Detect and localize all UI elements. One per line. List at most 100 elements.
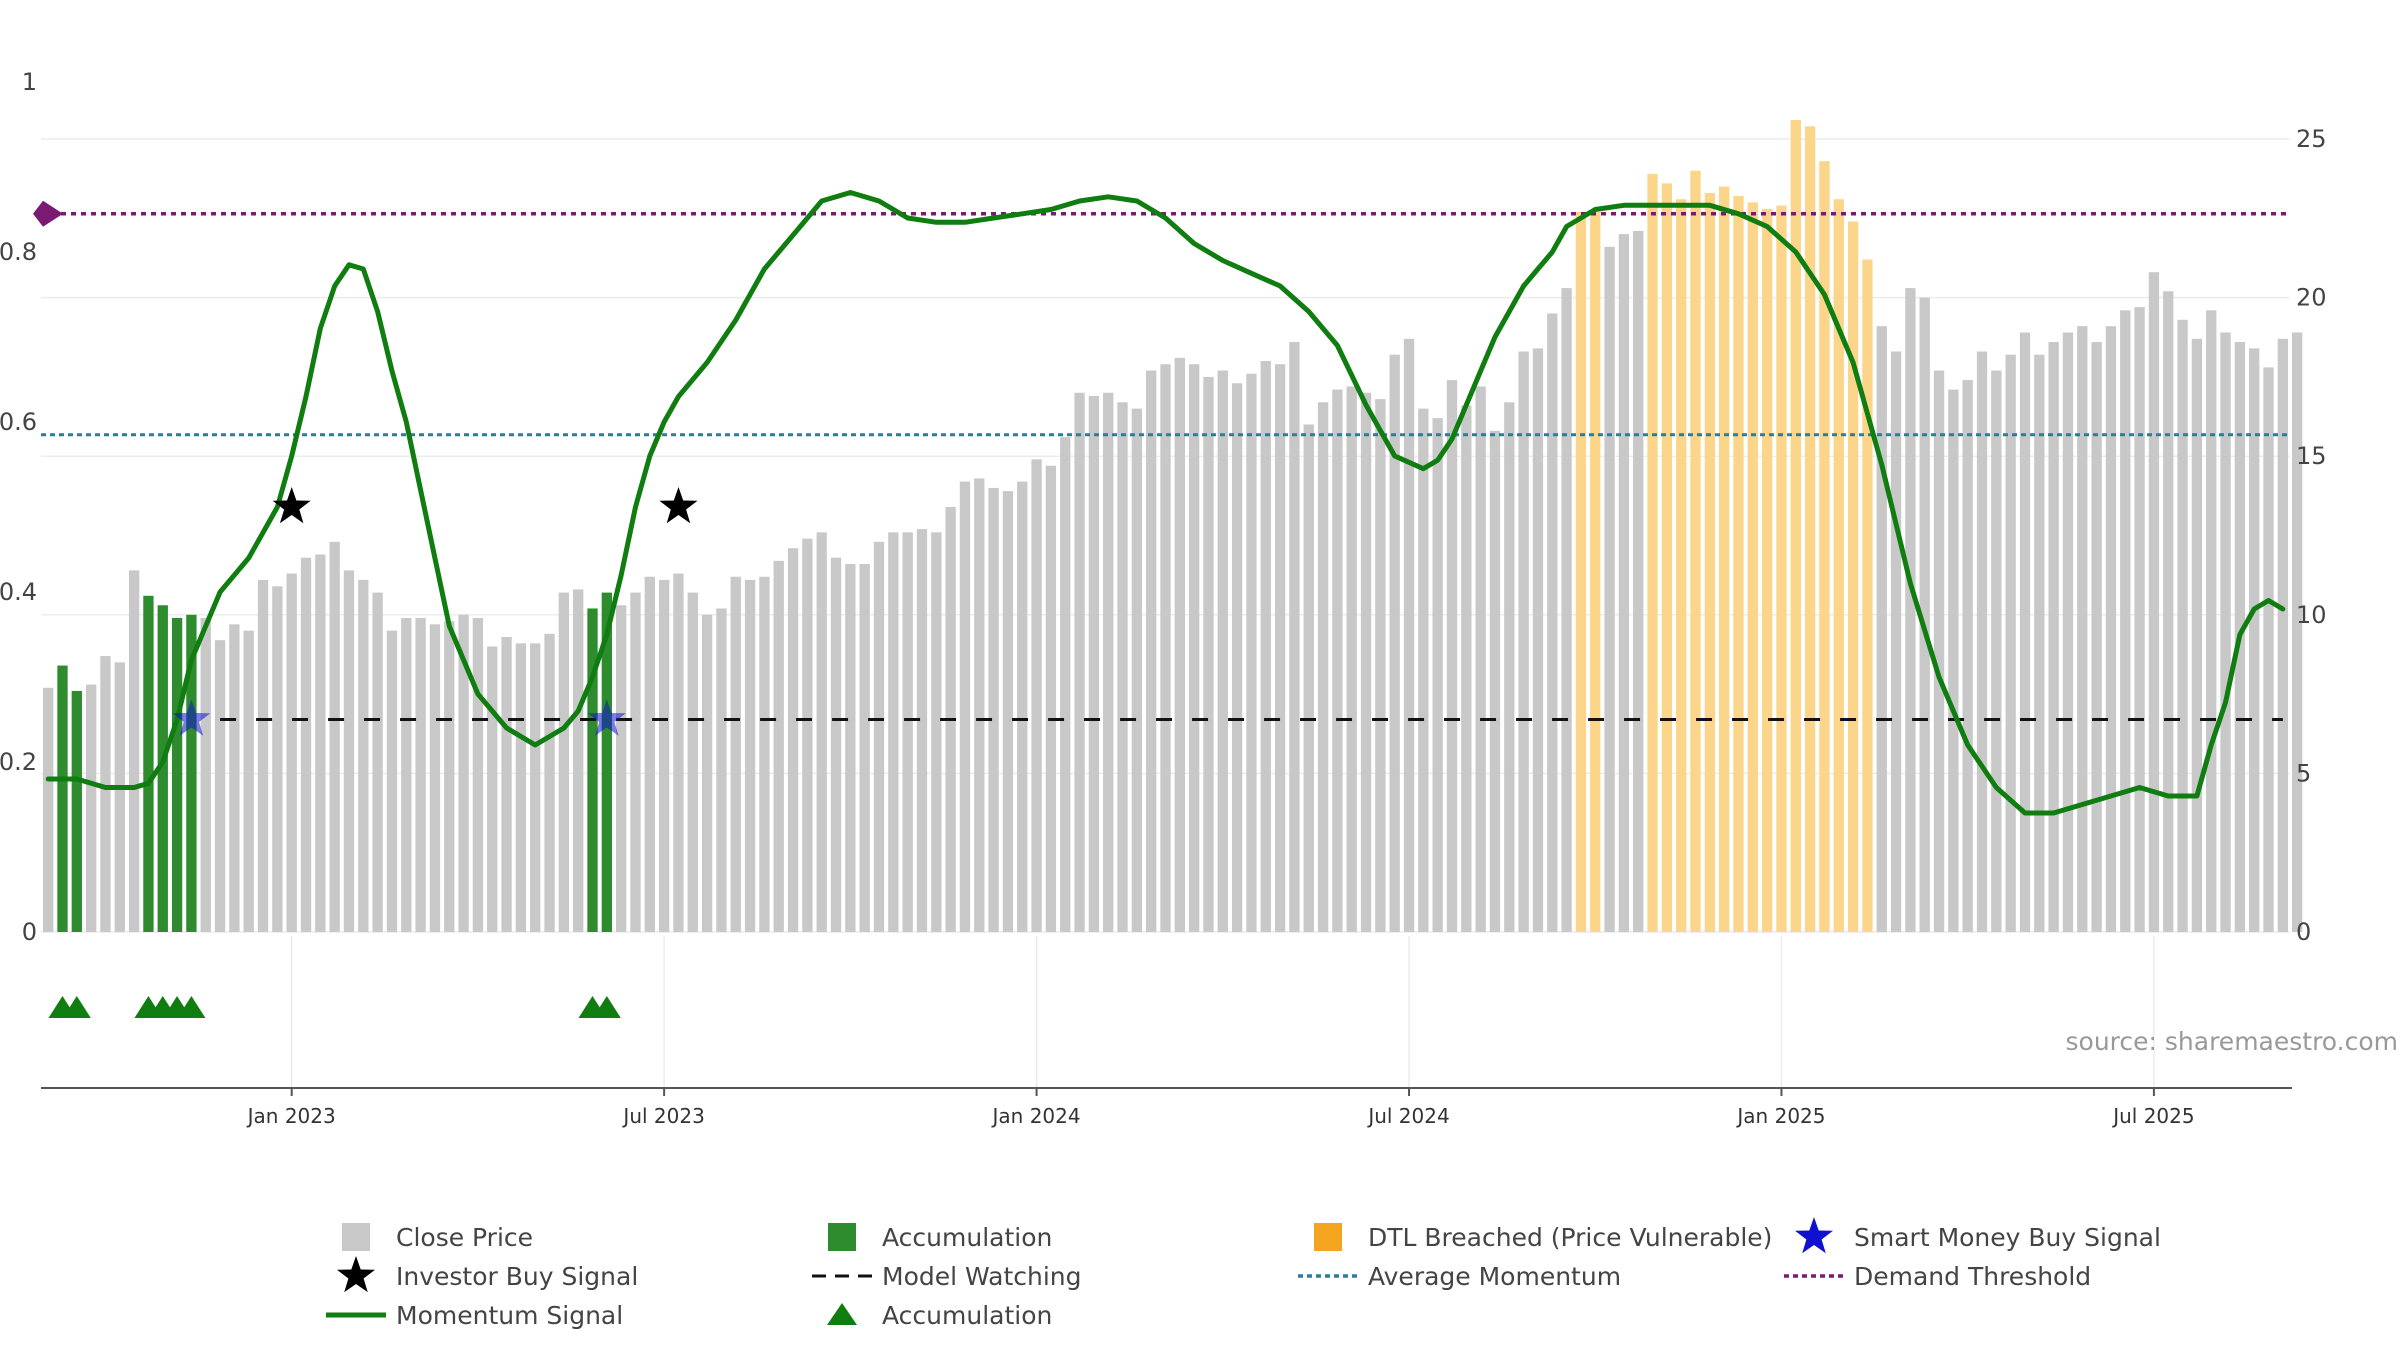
price-bar — [200, 617, 211, 932]
dtl-breached-bar — [1776, 205, 1787, 932]
dtl-breached-bar — [1590, 211, 1601, 932]
price-bar — [1504, 402, 1515, 932]
price-bar — [1117, 402, 1128, 932]
price-bar — [816, 532, 827, 932]
dtl-breached-bar — [1719, 186, 1730, 932]
right-axis-tick: 15 — [2296, 442, 2327, 470]
right-axis-tick: 25 — [2296, 125, 2327, 153]
price-bar — [1489, 430, 1501, 932]
price-bar — [544, 633, 555, 932]
price-bar — [1518, 351, 1529, 932]
price-bar — [358, 579, 369, 932]
price-bar — [1203, 376, 1214, 932]
price-bar — [1174, 357, 1185, 932]
x-axis-tick-label: Jul 2025 — [2111, 1104, 2194, 1128]
price-bar — [2105, 326, 2117, 932]
price-bar — [1217, 370, 1228, 932]
price-bar — [458, 614, 469, 932]
accumulation-bar — [171, 617, 183, 932]
accumulation-bar — [71, 690, 82, 932]
price-bar — [300, 557, 312, 932]
price-bar — [1289, 342, 1300, 932]
price-bar — [1074, 392, 1085, 932]
price-bar — [1962, 380, 1973, 932]
dtl-breached-bar — [1647, 173, 1658, 933]
price-bar — [673, 573, 684, 932]
price-bar — [787, 548, 799, 932]
price-bar — [1103, 392, 1114, 932]
price-bar — [214, 640, 226, 932]
legend-label: Smart Money Buy Signal — [1854, 1223, 2161, 1252]
accumulation-bar — [57, 665, 68, 932]
price-bar — [2134, 307, 2145, 933]
accumulation-bar — [186, 614, 197, 932]
price-bar — [1131, 408, 1143, 932]
price-bar — [1346, 386, 1357, 932]
price-bar — [1389, 354, 1400, 932]
accumulation-bar — [587, 608, 598, 932]
investor-buy-signal-star — [659, 487, 698, 524]
price-bar — [1475, 386, 1486, 932]
price-bar — [830, 557, 842, 932]
price-bar — [272, 586, 283, 932]
legend-close-price-swatch — [342, 1223, 370, 1251]
price-bar — [429, 624, 441, 932]
x-axis-tick-label: Jul 2023 — [621, 1104, 704, 1128]
price-bar — [1991, 370, 2002, 932]
price-bar — [974, 478, 985, 932]
x-axis-tick-label: Jan 2025 — [1735, 1104, 1825, 1128]
price-bar — [1919, 297, 1930, 933]
price-bar — [1403, 338, 1415, 932]
dtl-breached-bar — [1847, 221, 1859, 933]
close-price-bars — [43, 119, 2303, 933]
price-bar — [329, 541, 340, 932]
price-bar — [1246, 373, 1257, 932]
accumulation-triangle — [592, 996, 621, 1018]
price-bar — [1532, 348, 1544, 932]
legend-label: Accumulation — [882, 1301, 1052, 1330]
price-bar — [573, 589, 584, 932]
price-bar — [1146, 370, 1157, 932]
price-bar — [243, 630, 254, 932]
price-bar — [2177, 319, 2188, 933]
right-axis-tick: 5 — [2296, 759, 2311, 787]
price-bar — [2120, 310, 2131, 933]
price-bar — [343, 570, 355, 932]
smart-money-buy-signal-star — [172, 699, 211, 736]
price-bar — [501, 637, 512, 932]
price-bar — [558, 592, 570, 932]
x-axis-tick-label: Jul 2024 — [1366, 1104, 1449, 1128]
price-bar — [1618, 234, 1630, 932]
accumulation-bar — [157, 605, 168, 932]
price-bar — [701, 614, 713, 932]
source-label: source: sharemaestro.com — [2066, 1027, 2399, 1056]
price-bar — [873, 541, 885, 932]
price-bar — [472, 617, 484, 932]
legend-investor-star — [337, 1256, 375, 1293]
price-bar — [1461, 405, 1472, 932]
legend: Close Price Accumulation DTL Breached (Pri… — [326, 1217, 2161, 1330]
dtl-breached-bar — [1804, 126, 1816, 932]
price-bar — [773, 560, 784, 932]
price-bar — [372, 592, 383, 932]
left-axis-tick: 0.8 — [0, 238, 37, 266]
dtl-breached-bar — [1575, 211, 1587, 932]
legend-dtl-swatch — [1314, 1223, 1342, 1251]
price-bar — [759, 576, 770, 932]
price-bar — [916, 529, 928, 932]
price-bar — [730, 576, 741, 932]
dtl-breached-bar — [1704, 192, 1716, 932]
investor-buy-signal-star — [272, 487, 311, 524]
price-bar — [2091, 342, 2102, 932]
right-axis-tick: 10 — [2296, 601, 2327, 629]
price-bar — [1604, 246, 1615, 932]
dtl-breached-bar — [1819, 161, 1830, 933]
accumulation-triangle — [177, 996, 206, 1018]
price-bar — [85, 684, 97, 932]
right-axis-tick: 20 — [2296, 284, 2327, 312]
left-axis-tick: 0.2 — [0, 748, 37, 776]
x-axis-tick-label: Jan 2024 — [991, 1104, 1081, 1128]
legend-smart-money-star — [1795, 1217, 1833, 1254]
price-bar — [802, 538, 813, 932]
